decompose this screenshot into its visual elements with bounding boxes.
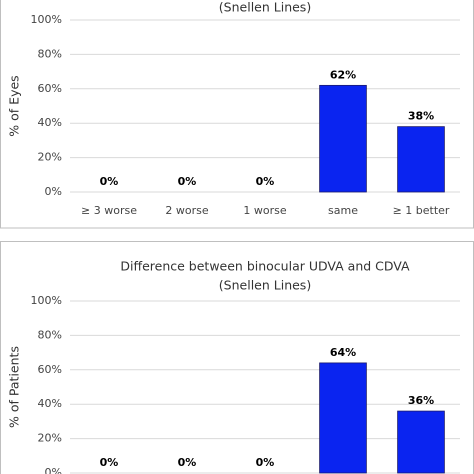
y-tick-label: 40%: [38, 116, 62, 129]
y-tick-label: 0%: [45, 466, 62, 474]
bar: [397, 126, 445, 193]
data-label: 0%: [178, 456, 197, 469]
y-tick-label: 0%: [45, 185, 62, 198]
data-label: 64%: [330, 346, 356, 359]
y-tick-label: 100%: [31, 13, 62, 26]
data-label: 0%: [256, 175, 275, 188]
data-label: 36%: [408, 394, 434, 407]
y-tick-label: 100%: [31, 294, 62, 307]
y-tick-label: 60%: [38, 363, 62, 376]
x-tick-label: same: [328, 204, 358, 217]
panel-frame: [0, 0, 474, 229]
x-tick-label: 1 worse: [243, 204, 286, 217]
chart-title: Difference between binocular UDVA and CD…: [120, 259, 410, 274]
chart-subtitle: (Snellen Lines): [219, 278, 311, 293]
y-tick-label: 20%: [38, 151, 62, 164]
bar: [319, 84, 367, 193]
data-label: 0%: [100, 175, 119, 188]
y-tick-label: 80%: [38, 47, 62, 60]
x-tick-label: 2 worse: [165, 204, 208, 217]
x-tick-label: ≥ 3 worse: [81, 204, 137, 217]
x-tick-label: ≥ 1 better: [393, 204, 450, 217]
y-tick-label: 60%: [38, 82, 62, 95]
y-tick-label: 80%: [38, 328, 62, 341]
data-label: 0%: [178, 175, 197, 188]
data-label: 38%: [408, 110, 434, 123]
y-axis-label: % of Patients: [7, 346, 22, 428]
chart-title: (Snellen Lines): [219, 0, 311, 15]
y-axis-label: % of Eyes: [7, 75, 22, 136]
y-tick-label: 20%: [38, 432, 62, 445]
data-label: 0%: [100, 456, 119, 469]
bar: [397, 410, 445, 474]
data-label: 62%: [330, 68, 356, 81]
data-label: 0%: [256, 456, 275, 469]
y-tick-label: 40%: [38, 397, 62, 410]
bar: [319, 362, 367, 474]
